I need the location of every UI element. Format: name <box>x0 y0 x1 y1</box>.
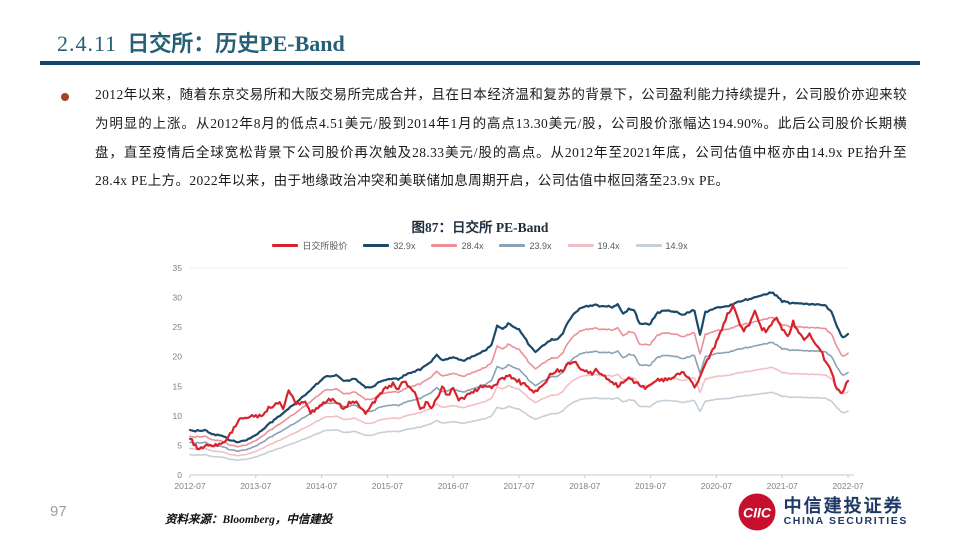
bullet-text: 2012年以来，随着东京交易所和大阪交易所完成合并，且在日本经济温和复苏的背景下… <box>95 87 907 189</box>
figure-title: 图87：日交所 PE-Band <box>411 220 549 235</box>
x-axis-label: 2017-07 <box>503 481 534 491</box>
x-axis-label: 2014-07 <box>306 481 337 491</box>
chart-svg: 0 5 10 15 20 25 30 35 2012-07 2013-07 2014-07 2015-… <box>173 263 864 491</box>
y-axis-label: 10 <box>173 411 183 421</box>
x-axis-label: 2012-07 <box>174 481 205 491</box>
legend-label: 28.4x <box>461 240 484 251</box>
chart-legend: 日交所股价 32.9x 28.4x 23.9x 19.4x 14.9x <box>0 239 960 252</box>
legend-swatch <box>431 244 458 247</box>
x-axis-label: 2013-07 <box>240 481 271 491</box>
legend-swatch <box>567 244 594 247</box>
legend-item: 日交所股价 <box>272 239 347 252</box>
x-axis-label: 2015-07 <box>372 481 403 491</box>
y-axis-label: 30 <box>173 293 183 303</box>
pe-band-chart: 0 5 10 15 20 25 30 35 2012-07 2013-07 2014-07 2015-… <box>148 252 868 500</box>
page-title: 2.4.11 日交所：历史PE-Band <box>57 26 345 58</box>
x-axis-label: 2016-07 <box>438 481 469 491</box>
bullet-marker <box>61 93 69 101</box>
title-text: 日交所：历史PE-Band <box>127 31 345 56</box>
legend-label: 32.9x <box>393 240 416 251</box>
legend-item: 14.9x <box>635 240 688 251</box>
legend-item: 19.4x <box>567 240 620 251</box>
x-axis-label: 2018-07 <box>569 481 600 491</box>
legend-swatch <box>499 244 526 247</box>
logo-name-cn: 中信建投证券 <box>783 496 904 517</box>
logo-emblem-icon: CIIC <box>738 493 776 531</box>
company-logo: CIIC 中信建投证券 CHINA SECURITIES <box>737 492 908 532</box>
legend-swatch <box>272 244 299 247</box>
legend-item: 28.4x <box>431 241 483 251</box>
svg-text:CIIC: CIIC <box>743 505 772 521</box>
logo-name-en: CHINA SECURITIES <box>783 514 908 527</box>
source-note: 资料来源：Bloomberg，中信建投 <box>165 514 333 526</box>
legend-item: 23.9x <box>499 240 552 251</box>
section-number: 2.4.11 <box>57 31 118 56</box>
legend-label: 14.9x <box>665 240 688 251</box>
legend-label: 日交所股价 <box>302 241 348 251</box>
legend-swatch <box>363 244 390 247</box>
legend-label: 19.4x <box>597 240 620 251</box>
y-axis-label: 0 <box>177 470 182 480</box>
legend-swatch <box>635 244 662 247</box>
legend-item: 32.9x <box>363 241 415 251</box>
x-axis-label: 2022-07 <box>832 481 863 491</box>
y-axis-label: 25 <box>173 322 183 332</box>
title-rule <box>40 61 920 65</box>
page-number: 97 <box>50 503 67 520</box>
y-axis-label: 35 <box>173 263 183 273</box>
x-axis-label: 2019-07 <box>635 481 666 491</box>
legend-label: 23.9x <box>529 240 552 251</box>
y-axis-label: 5 <box>177 440 182 450</box>
y-axis-label: 20 <box>173 352 183 362</box>
y-axis-label: 15 <box>173 381 183 391</box>
x-axis-label: 2020-07 <box>701 481 732 491</box>
x-axis-label: 2021-07 <box>767 481 798 491</box>
